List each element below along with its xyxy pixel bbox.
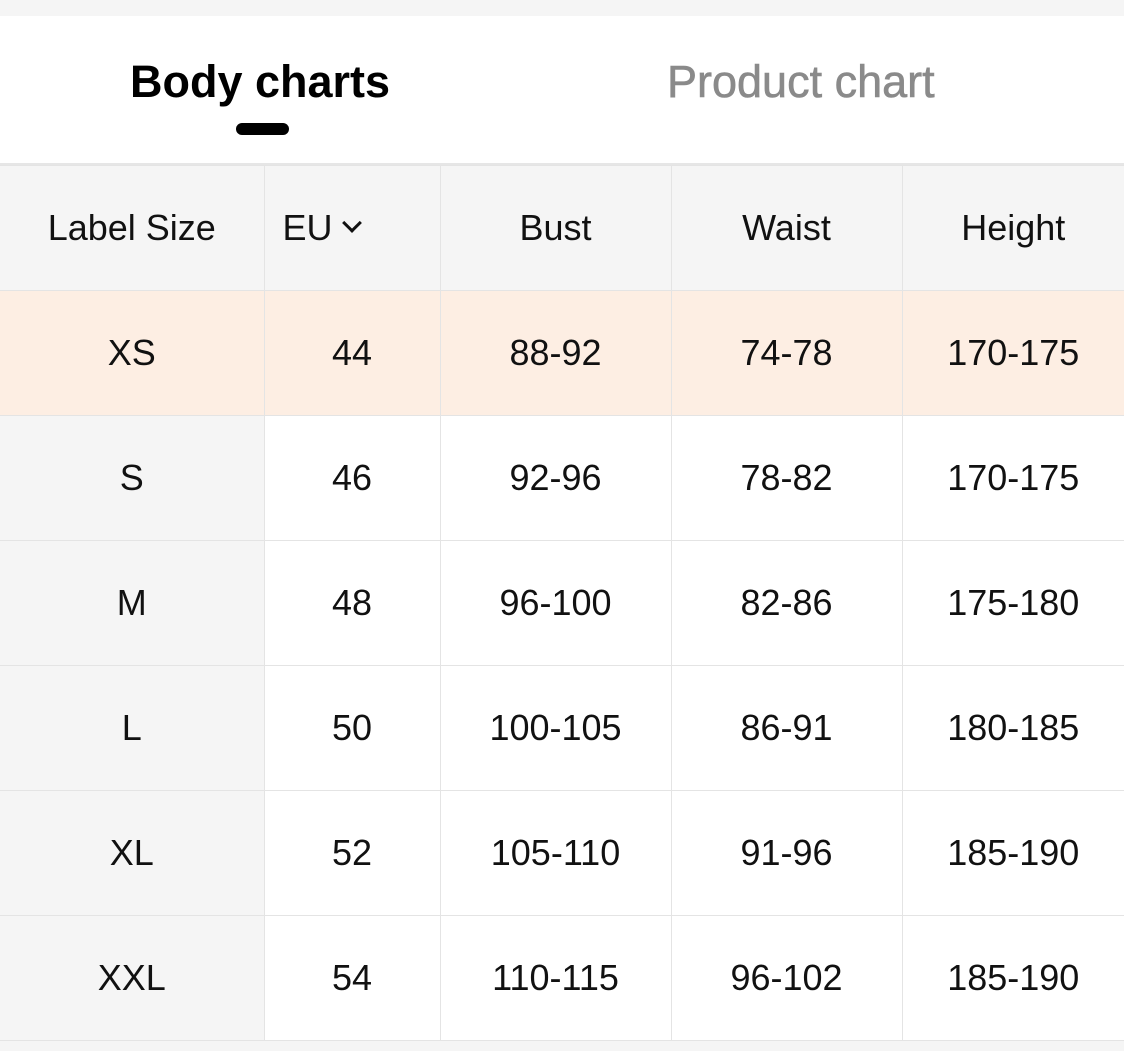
cell-height: 170-175 [901,415,1124,541]
cell-waist: 91-96 [670,790,903,916]
top-strip [0,0,1124,16]
cell-height: 170-175 [901,290,1124,416]
cell-waist: 74-78 [670,290,903,416]
header-waist: Waist [670,165,903,291]
cell-bust: 100-105 [439,665,672,791]
table-row[interactable]: XL 52 105-110 91-96 185-190 [0,790,1124,916]
cell-height: 175-180 [901,540,1124,666]
cell-waist: 82-86 [670,540,903,666]
cell-eu: 44 [263,290,441,416]
cell-label-size: XXL [0,915,265,1041]
table-row[interactable]: XS 44 88-92 74-78 170-175 [0,290,1124,416]
cell-eu: 46 [263,415,441,541]
header-label-size: Label Size [0,165,265,291]
header-eu[interactable]: EU [263,165,441,291]
table-header-row: Label Size EU Bust Waist Height [0,165,1124,291]
cell-height: 185-190 [901,915,1124,1041]
size-chart-table: Label Size EU Bust Waist Height XS 44 88-9… [0,165,1124,1041]
cell-eu: 48 [263,540,441,666]
header-height: Height [901,165,1124,291]
cell-height: 180-185 [901,665,1124,791]
table-row[interactable]: S 46 92-96 78-82 170-175 [0,415,1124,541]
tab-bar: Body charts Product chart [0,16,1124,165]
active-tab-indicator [236,123,289,135]
cell-bust: 110-115 [439,915,672,1041]
table-row[interactable]: XXL 54 110-115 96-102 185-190 [0,915,1124,1041]
cell-label-size: S [0,415,265,541]
cell-waist: 86-91 [670,665,903,791]
cell-label-size: L [0,665,265,791]
cell-waist: 78-82 [670,415,903,541]
cell-eu: 50 [263,665,441,791]
cell-bust: 96-100 [439,540,672,666]
cell-label-size: XL [0,790,265,916]
cell-label-size: XS [0,290,265,416]
chevron-down-icon [341,213,362,233]
cell-bust: 88-92 [439,290,672,416]
cell-label-size: M [0,540,265,666]
cell-waist: 96-102 [670,915,903,1041]
unit-dropdown[interactable]: EU [282,207,362,249]
table-row[interactable]: M 48 96-100 82-86 175-180 [0,540,1124,666]
table-row[interactable]: L 50 100-105 86-91 180-185 [0,665,1124,791]
tab-body-charts[interactable]: Body charts [130,56,391,107]
cell-height: 185-190 [901,790,1124,916]
tab-product-chart[interactable]: Product chart [667,56,935,108]
cell-eu: 54 [263,915,441,1041]
cell-bust: 105-110 [439,790,672,916]
cell-bust: 92-96 [439,415,672,541]
header-bust: Bust [439,165,672,291]
cell-eu: 52 [263,790,441,916]
unit-dropdown-label: EU [282,207,333,248]
